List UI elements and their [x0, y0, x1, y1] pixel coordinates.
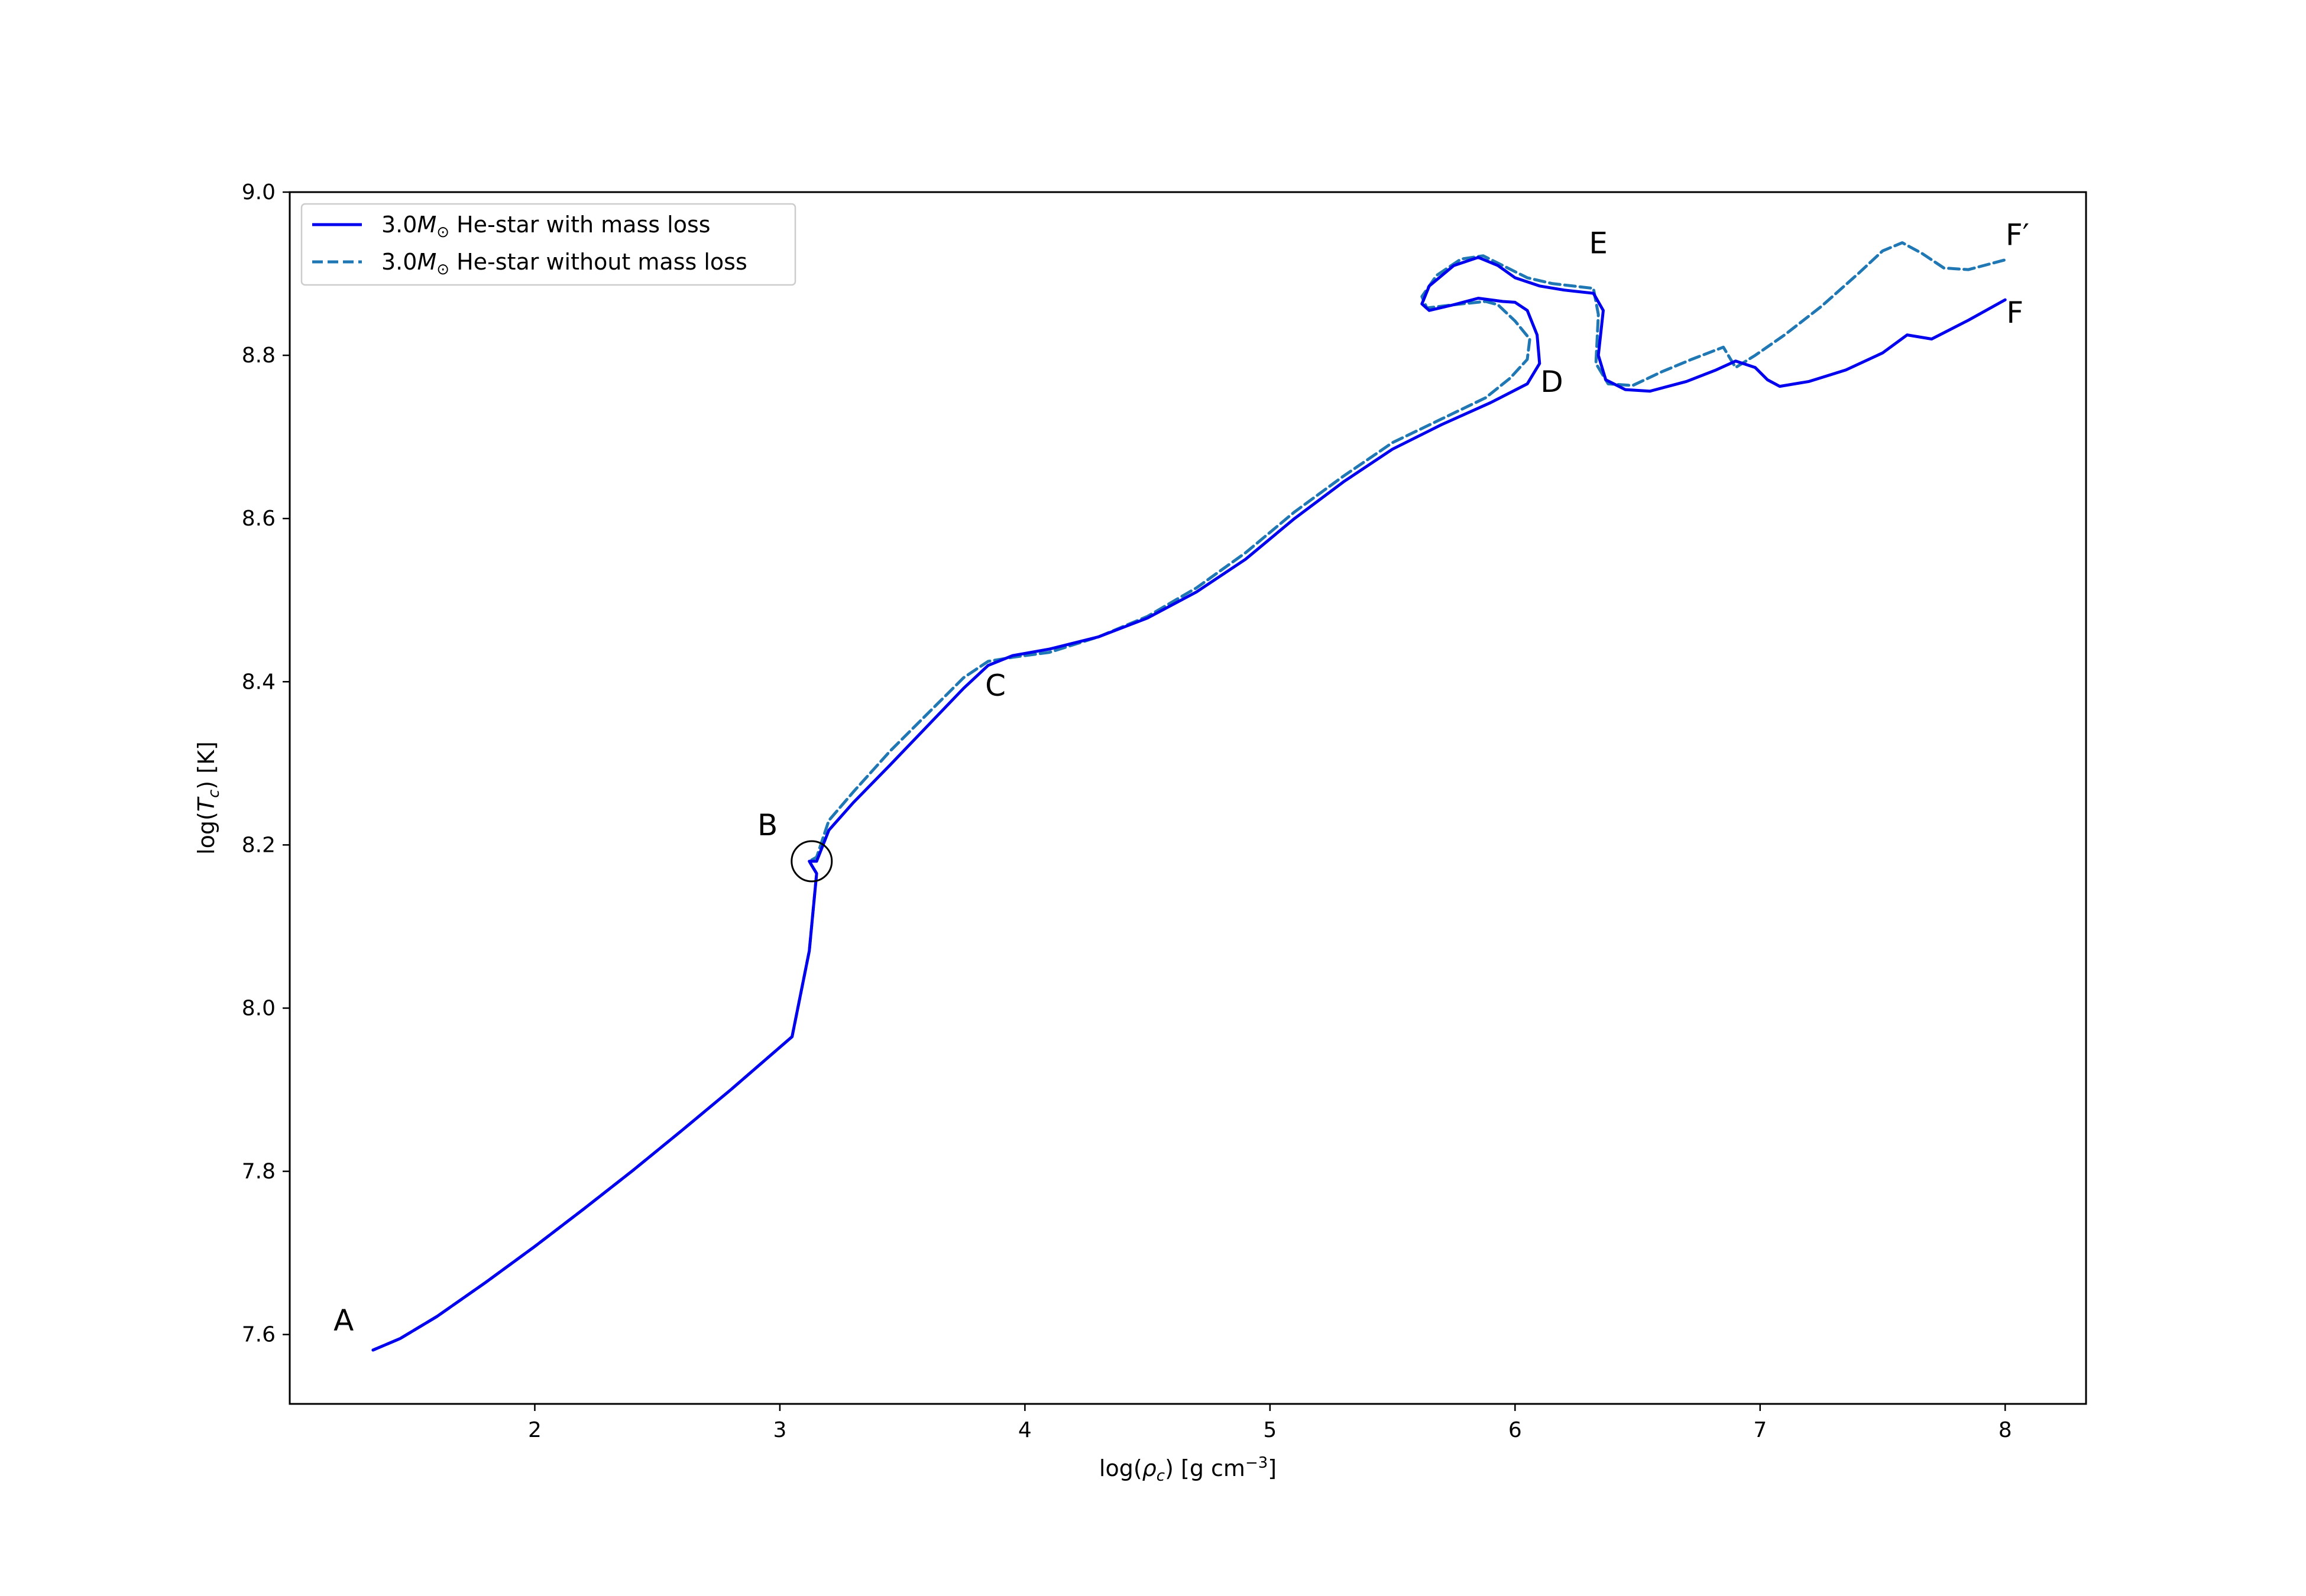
y-tick-label: 8.4 — [242, 670, 276, 694]
x-axis-label: log(ρc) [g cm−3] — [1099, 1454, 1277, 1485]
y-axis-ticks: 7.6 7.8 8.0 8.2 8.4 8.6 8.8 9.0 — [242, 180, 290, 1347]
point-label: D — [1540, 365, 1563, 399]
y-axis-label: log(Tc) [K] — [193, 741, 223, 855]
plot-area — [289, 191, 2087, 1405]
x-axis-ticks: 2 3 4 5 6 7 8 — [528, 1404, 2012, 1442]
point-label: B — [757, 808, 778, 842]
x-tick-label: 4 — [1018, 1418, 1032, 1442]
legend: 3.0M⊙ He-star with mass loss 3.0M⊙ He-st… — [300, 203, 796, 286]
point-label: A — [333, 1303, 354, 1338]
y-tick-label: 8.6 — [242, 507, 276, 531]
x-tick-label: 2 — [528, 1418, 542, 1442]
annotation-layer: A B C D E F′ F — [333, 218, 2029, 1338]
point-label: E — [1589, 226, 1608, 261]
legend-entry-with-mass-loss: 3.0M⊙ He-star with mass loss — [381, 212, 711, 241]
marker-circle — [791, 840, 833, 883]
point-label: F′ — [2006, 218, 2029, 252]
series-with-mass-loss — [371, 255, 2007, 1352]
series-layer — [371, 241, 2007, 1352]
y-tick-label: 7.6 — [242, 1323, 276, 1347]
x-tick-label: 7 — [1753, 1418, 1767, 1442]
y-tick-label: 9.0 — [242, 180, 276, 205]
y-tick-label: 8.2 — [242, 833, 276, 857]
x-tick-label: 6 — [1508, 1418, 1522, 1442]
legend-box — [300, 203, 796, 286]
x-tick-label: 8 — [1999, 1418, 2012, 1442]
point-label: F — [2006, 296, 2023, 330]
y-tick-label: 7.8 — [242, 1160, 276, 1184]
x-tick-label: 3 — [773, 1418, 786, 1442]
x-tick-label: 5 — [1263, 1418, 1277, 1442]
y-tick-label: 8.8 — [242, 343, 276, 368]
legend-entry-without-mass-loss: 3.0M⊙ He-star without mass loss — [381, 249, 747, 278]
point-label: C — [985, 669, 1006, 703]
y-tick-label: 8.0 — [242, 996, 276, 1020]
